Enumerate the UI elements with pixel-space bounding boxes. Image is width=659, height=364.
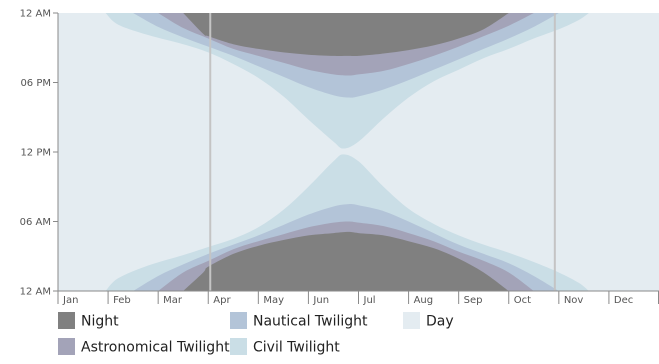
legend: Night Nautical Twilight Day Astronomical Tw… bbox=[58, 312, 454, 356]
x-tick-label: Oct bbox=[514, 295, 531, 306]
legend-label-nautical-twilight: Nautical Twilight bbox=[253, 314, 368, 330]
y-tick-label: 12 PM bbox=[20, 148, 51, 159]
reference-lines bbox=[209, 13, 556, 291]
legend-label-day: Day bbox=[426, 314, 454, 330]
legend-label-civil-twilight: Civil Twilight bbox=[253, 340, 340, 356]
y-tick-label: 12 AM bbox=[20, 287, 51, 298]
y-tick-label: 06 AM bbox=[20, 217, 51, 228]
x-tick-label: Mar bbox=[163, 295, 183, 306]
y-tick-label: 12 AM bbox=[20, 9, 51, 20]
x-tick-label: Apr bbox=[213, 295, 231, 306]
x-tick-label: Sep bbox=[464, 295, 483, 306]
series-night-morning-area bbox=[183, 231, 509, 291]
x-tick-label: Aug bbox=[414, 295, 434, 306]
legend-swatch-nautical-twilight bbox=[230, 312, 247, 329]
legend-swatch-civil-twilight bbox=[230, 338, 247, 355]
x-tick-label: Jul bbox=[363, 295, 376, 306]
legend-swatch-astronomical-twilight bbox=[58, 338, 75, 355]
legend-label-night: Night bbox=[81, 314, 119, 330]
legend-swatch-night bbox=[58, 312, 75, 329]
y-tick-label: 06 PM bbox=[20, 78, 51, 89]
x-tick-label: Feb bbox=[113, 295, 131, 306]
x-tick-label: Jan bbox=[62, 295, 78, 306]
x-tick-label: May bbox=[263, 295, 284, 306]
legend-swatch-day bbox=[403, 312, 420, 329]
x-tick-label: Jun bbox=[312, 295, 329, 306]
axes: 12 AM 06 AM 12 PM 06 PM 12 AM Jan Feb Mar Apr May… bbox=[20, 9, 659, 306]
x-tick-label: Nov bbox=[564, 295, 584, 306]
legend-label-astronomical-twilight: Astronomical Twilight bbox=[81, 340, 230, 356]
plot-area bbox=[58, 13, 659, 291]
series-night-evening-area bbox=[183, 13, 509, 57]
x-tick-label: Dec bbox=[614, 295, 633, 306]
